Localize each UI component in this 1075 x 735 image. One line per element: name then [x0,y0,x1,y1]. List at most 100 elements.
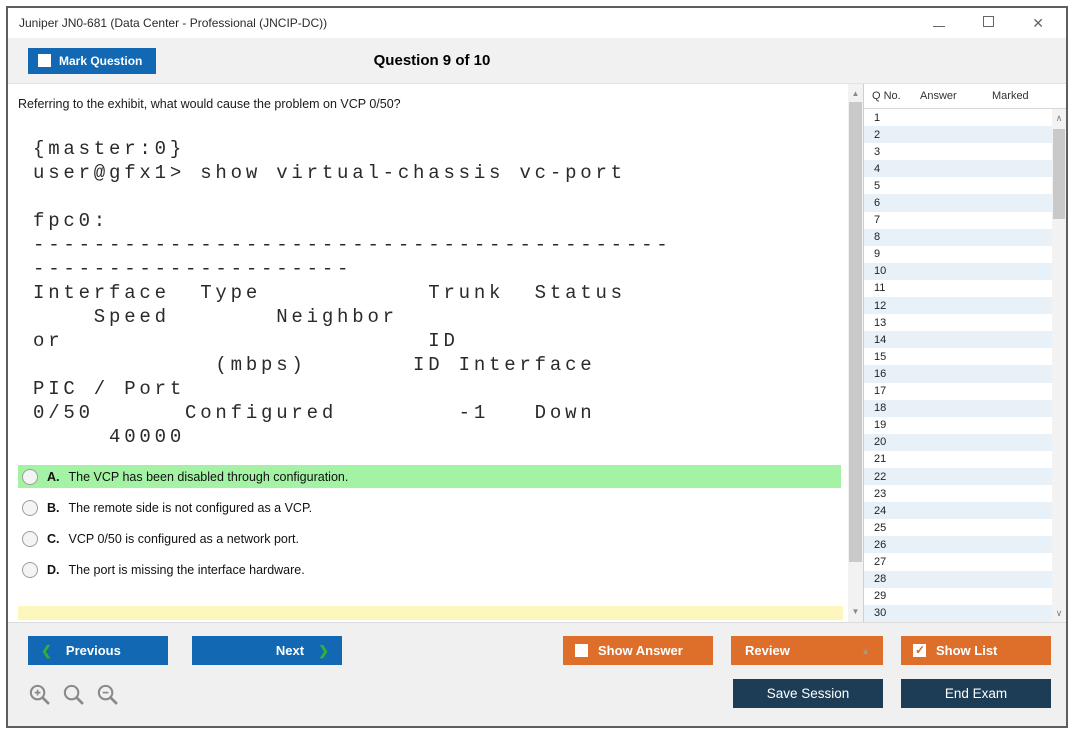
question-list-row[interactable]: 10 [864,262,1052,280]
question-list-row[interactable]: 2 [864,126,1052,144]
question-list-row[interactable]: 25 [874,521,887,534]
zoom-controls [28,683,119,706]
question-list-row[interactable]: 1 [874,111,881,124]
question-list-row[interactable]: 29 [874,590,887,603]
question-list-row[interactable]: 14 [864,331,1052,349]
option-radio[interactable] [22,499,38,516]
question-counter: Question 9 of 10 [373,52,491,69]
list-scroll-down-icon[interactable]: ∨ [1055,608,1063,618]
chevron-right-icon: ❯ [318,642,329,658]
show-list-label: Show List [936,643,998,658]
scrollbar-thumb[interactable] [849,102,862,562]
question-list-row[interactable]: 9 [874,248,881,261]
next-label: Next [275,643,305,658]
show-list-button[interactable]: Show List [901,636,1051,665]
col-marked: Marked [992,90,1029,102]
header-bar: Mark Question Question 9 of 10 [8,38,1066,84]
question-list-panel: Q No. Answer Marked 1 2 3 4 5 6 7 8 9 10 11 12 13 14 1… [863,84,1066,622]
question-list-row[interactable]: 20 [864,433,1052,451]
footer-bar: ❮ Previous Next ❯ Show Answer Review ▲ S… [8,622,1066,726]
zoom-out-icon[interactable] [96,683,119,706]
list-scroll-up-icon[interactable]: ∧ [1055,113,1063,123]
show-answer-checkbox[interactable] [575,644,588,657]
minimize-icon[interactable] [933,14,946,32]
question-list-row[interactable]: 3 [874,145,881,158]
zoom-reset-icon[interactable] [62,683,85,706]
col-answer: Answer [920,90,957,102]
question-list-row[interactable]: 30 [864,604,1052,622]
question-list-row[interactable]: 19 [874,419,887,432]
title-bar: Juniper JN0-681 (Data Center - Professio… [8,8,1066,38]
review-button[interactable]: Review ▲ [731,636,883,665]
scroll-up-icon[interactable]: ▲ [851,89,860,98]
window-title: Juniper JN0-681 (Data Center - Professio… [19,16,328,30]
review-label: Review [745,643,790,658]
list-scrollbar-thumb[interactable] [1053,129,1065,219]
tool-buttons: Show Answer Review ▲ Show List [563,636,1051,665]
option-text: The VCP has been disabled through config… [68,469,349,484]
question-list-row[interactable]: 22 [864,467,1052,486]
nav-buttons: ❮ Previous Next ❯ [28,636,342,665]
question-list-row[interactable]: 13 [874,316,887,329]
show-list-checkbox[interactable] [913,643,926,657]
close-icon[interactable]: ✕ [1032,15,1044,31]
question-list-row[interactable]: 11 [874,282,886,295]
question-list-row[interactable]: 28 [864,570,1052,588]
question-list-row[interactable]: 5 [874,179,881,192]
mark-question-checkbox[interactable] [38,54,51,67]
option-radio[interactable] [22,530,38,547]
option-text: VCP 0/50 is configured as a network port… [68,531,299,546]
option-letter: A. [47,469,60,484]
option-letter: C. [47,531,60,546]
question-list-row[interactable]: 15 [874,350,887,363]
question-list-row[interactable]: 18 [864,399,1052,417]
question-list-row[interactable]: 27 [874,555,887,568]
next-button[interactable]: Next ❯ [192,636,342,665]
question-list-row[interactable]: 17 [874,385,887,398]
chevron-left-icon: ❮ [41,642,52,658]
content-area: Referring to the exhibit, what would cau… [8,84,1066,622]
previous-button[interactable]: ❮ Previous [28,636,168,665]
zoom-in-icon[interactable] [28,683,51,706]
question-list-row[interactable]: 16 [864,365,1052,383]
option-radio[interactable] [22,561,38,578]
option-letter: D. [47,562,60,577]
maximize-icon[interactable] [983,14,995,32]
question-list-scrollbar[interactable]: ∧ ∨ [1052,109,1066,622]
option-letter: B. [47,500,60,515]
question-list-header: Q No. Answer Marked [864,84,1066,109]
question-list-row[interactable]: 24 [864,502,1052,520]
highlight-bar [18,606,843,620]
answer-option[interactable]: A. The VCP has been disabled through conf… [18,465,841,488]
app-window: Juniper JN0-681 (Data Center - Professio… [6,6,1068,728]
previous-label: Previous [65,643,121,658]
option-text: The remote side is not configured as a V… [68,500,313,515]
save-session-button[interactable]: Save Session [733,679,883,708]
scroll-down-icon[interactable]: ▼ [851,607,860,616]
mark-question-label: Mark Question [59,53,143,68]
question-list-row[interactable]: 12 [864,297,1052,315]
main-scrollbar[interactable]: ▲ ▼ [848,84,863,622]
end-exam-button[interactable]: End Exam [901,679,1051,708]
question-list-row[interactable]: 21 [874,453,887,466]
question-list-row[interactable]: 23 [874,487,887,500]
session-buttons: Save Session End Exam [733,679,1051,708]
mark-question-button[interactable]: Mark Question [28,47,157,74]
question-list-row[interactable]: 6 [864,194,1052,212]
question-list-row[interactable]: 8 [864,228,1052,246]
answer-option[interactable]: D. The port is missing the interface hard… [18,558,841,581]
answer-options: A. The VCP has been disabled through conf… [18,465,848,581]
show-answer-button[interactable]: Show Answer [563,636,713,665]
question-text: Referring to the exhibit, what would cau… [18,97,401,111]
question-panel: Referring to the exhibit, what would cau… [8,84,848,622]
question-list-row[interactable]: 4 [864,160,1052,178]
question-list: 1 2 3 4 5 6 7 8 9 10 11 12 13 14 15 16 17 18 19 20 21 22 23 24 2… [864,109,1052,622]
option-radio[interactable] [22,468,38,485]
answer-option[interactable]: C. VCP 0/50 is configured as a network po… [18,527,841,550]
question-list-row[interactable]: 26 [864,536,1052,554]
window-controls: ✕ [933,14,1066,32]
answer-option[interactable]: B. The remote side is not configured as a… [18,496,841,519]
option-text: The port is missing the interface hardwa… [68,562,305,577]
col-qno: Q No. [872,90,901,102]
question-list-row[interactable]: 7 [874,214,881,227]
